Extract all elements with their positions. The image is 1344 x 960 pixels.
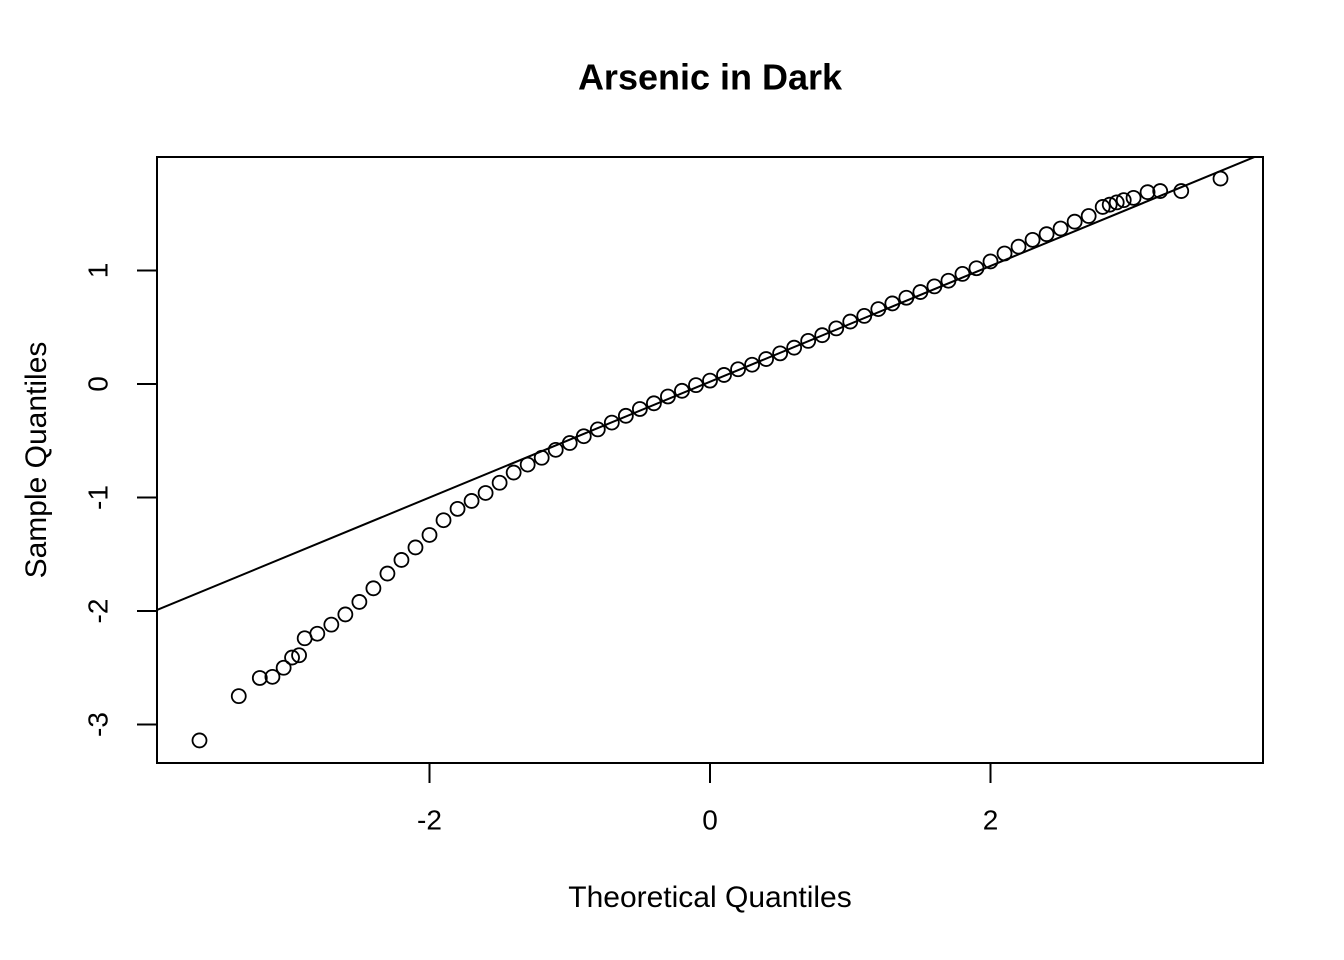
x-tick-label: -2 — [417, 804, 442, 835]
point — [954, 266, 971, 282]
point — [1212, 170, 1229, 187]
point — [1010, 238, 1027, 255]
point — [191, 732, 208, 749]
x-tick-label: 0 — [702, 804, 718, 835]
point — [912, 284, 929, 300]
point — [491, 474, 508, 491]
plot-frame — [156, 156, 1264, 764]
point — [870, 301, 887, 317]
point — [800, 332, 817, 349]
chart-title: Arsenic in Dark — [578, 57, 843, 98]
point — [786, 339, 803, 356]
point — [547, 441, 564, 458]
y-axis-label: Sample Quantiles — [20, 342, 53, 579]
point — [646, 395, 662, 412]
point — [435, 512, 452, 529]
point — [730, 361, 746, 378]
point — [1024, 231, 1041, 248]
point — [926, 278, 943, 295]
point — [264, 668, 281, 685]
point — [1052, 220, 1069, 237]
point — [323, 616, 340, 633]
plot-area — [157, 157, 1258, 749]
point — [660, 388, 676, 405]
point — [365, 580, 382, 597]
point — [1101, 196, 1118, 213]
point — [1125, 189, 1142, 206]
point — [337, 606, 354, 623]
point — [856, 308, 873, 324]
point — [1173, 183, 1190, 199]
point — [1152, 183, 1169, 199]
point — [575, 428, 592, 445]
x-axis-label: Theoretical Quantiles — [568, 881, 851, 914]
point — [275, 659, 292, 676]
point — [1108, 194, 1125, 211]
point — [393, 552, 410, 568]
point — [702, 372, 718, 389]
point — [379, 565, 396, 582]
point — [603, 414, 620, 431]
point — [968, 260, 985, 277]
point — [631, 401, 648, 417]
point — [1080, 208, 1097, 224]
point — [519, 456, 536, 473]
point — [589, 421, 606, 438]
point — [291, 647, 307, 664]
y-tick-label: -3 — [82, 712, 113, 737]
point — [884, 295, 901, 312]
point — [251, 670, 268, 686]
point — [477, 485, 494, 501]
point — [407, 539, 424, 556]
point — [1139, 184, 1156, 201]
point — [898, 289, 915, 306]
x-tick-label: 2 — [983, 804, 999, 835]
y-tick-label: 0 — [82, 376, 113, 392]
y-tick-label: -1 — [82, 485, 113, 510]
point — [674, 382, 690, 399]
reference-line — [157, 157, 1258, 611]
point — [1094, 199, 1111, 215]
point — [744, 356, 760, 373]
point — [716, 367, 732, 383]
point — [1115, 192, 1132, 209]
point — [758, 351, 774, 367]
point — [351, 594, 368, 610]
point — [309, 625, 326, 642]
point — [421, 527, 438, 543]
y-tick-label: -2 — [82, 599, 113, 624]
y-tick-label: 1 — [82, 263, 113, 279]
point — [561, 435, 578, 451]
point — [617, 407, 634, 424]
point — [772, 345, 789, 362]
point — [284, 649, 300, 666]
point — [505, 464, 522, 481]
point — [996, 245, 1013, 262]
point — [688, 377, 704, 394]
point — [982, 253, 999, 270]
point — [814, 327, 831, 344]
point — [449, 500, 466, 517]
point — [842, 313, 859, 330]
point — [828, 320, 845, 337]
point — [230, 688, 247, 705]
point — [463, 493, 480, 509]
point — [1038, 226, 1055, 243]
point — [1066, 213, 1083, 230]
point — [940, 272, 957, 289]
point — [533, 449, 550, 466]
